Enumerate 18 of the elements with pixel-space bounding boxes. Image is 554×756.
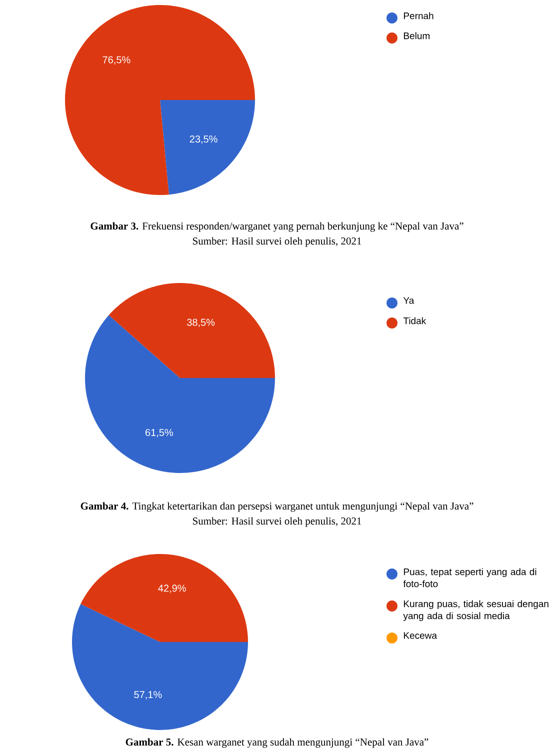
data-label: 38,5% xyxy=(187,318,215,328)
legend-label: Kecewa xyxy=(404,632,437,639)
legend-label: Kurang puas, tidak sesuai dengan yang ada di sosial media xyxy=(403,600,548,622)
data-label: 42,9% xyxy=(158,584,186,593)
text: Gambar 4. Tingkat ketertarikan dan persepsi warganet untuk mengunjungi “Nepal van Java” xyxy=(80,502,474,512)
legend-label: Puas, tepat seperti yang ada di foto-foto xyxy=(403,568,536,588)
data-label: 23,5% xyxy=(190,136,218,144)
text: Gambar 3. Frekuensi responden/warganet yang pernah berkunjung ke “Nepal van Java” xyxy=(90,222,464,232)
text: Sumber: Hasil survei oleh penulis, 2021 xyxy=(192,517,362,527)
legend-label: Belum xyxy=(404,32,430,40)
legend-label: Ya xyxy=(403,297,414,304)
data-label: 61,5% xyxy=(146,428,174,438)
data-label: 76,5% xyxy=(102,56,130,64)
legend-label: Tidak xyxy=(403,317,426,324)
legend-label: Pernah xyxy=(404,12,434,20)
text: Sumber: Hasil survei oleh penulis, 2021 xyxy=(192,237,362,247)
data-label: 57,1% xyxy=(134,691,162,700)
text: Gambar 5. Kesan warganet yang sudah mengunjungi “Nepal van Java” xyxy=(126,738,428,748)
